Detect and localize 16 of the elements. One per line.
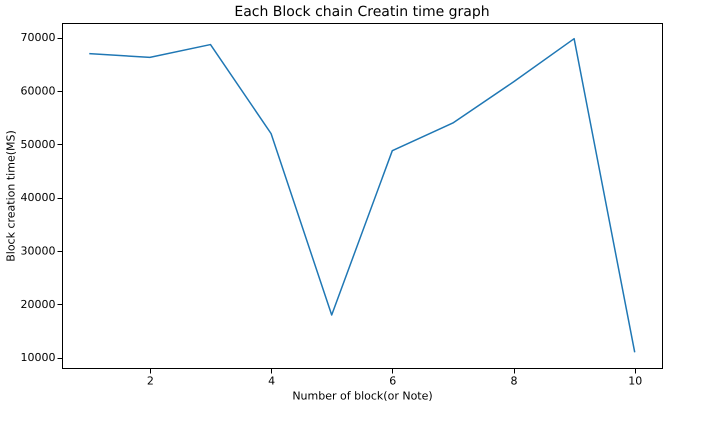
y-axis-title: Block creation time(MS) (4, 130, 18, 262)
x-tick-label: 8 (510, 374, 518, 388)
y-tick-label: 50000 (20, 138, 56, 151)
x-tick-label: 4 (268, 374, 276, 388)
y-tick-label: 40000 (20, 191, 56, 204)
y-tick-label: 10000 (20, 351, 56, 364)
y-tick-label: 20000 (20, 298, 56, 311)
x-tick-label: 10 (628, 374, 642, 388)
y-tick-label: 70000 (20, 31, 56, 44)
x-tick-label: 2 (146, 374, 154, 388)
line-series (88, 38, 636, 354)
y-tick-label: 60000 (20, 84, 56, 98)
chart-title: Each Block chain Creatin time graph (234, 4, 490, 20)
x-tick-label: 6 (389, 374, 396, 388)
x-axis-title: Number of block(or Note) (292, 390, 433, 402)
y-tick-label: 30000 (20, 244, 56, 258)
